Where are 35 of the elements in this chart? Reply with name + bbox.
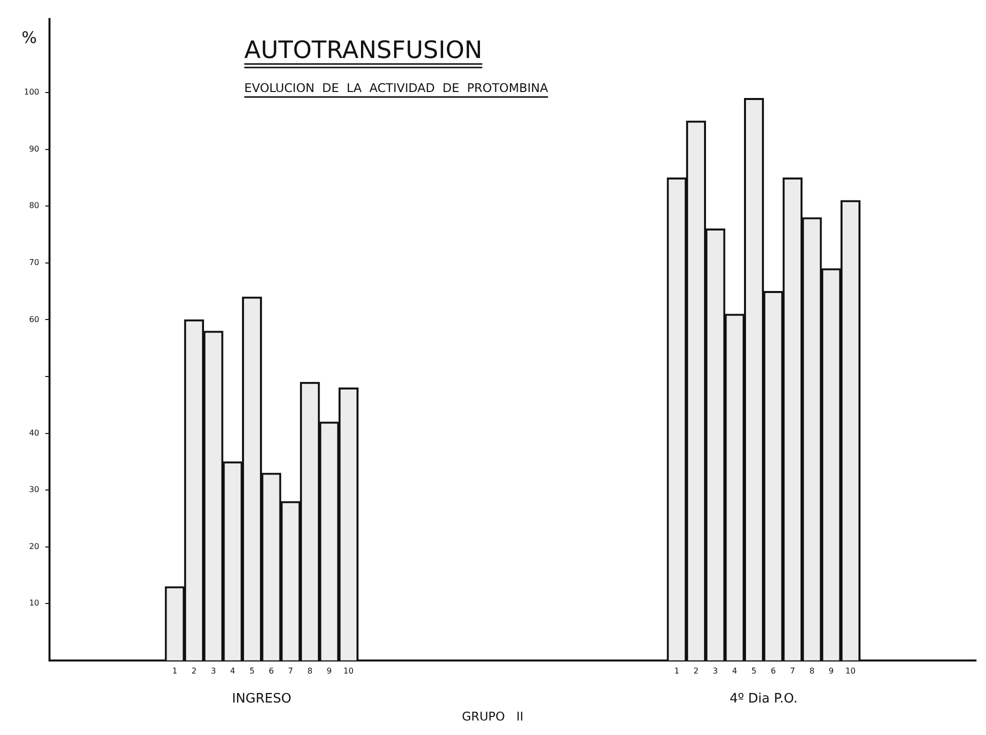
y-tick-label: 20 bbox=[29, 542, 40, 551]
y-tick-label: 60 bbox=[29, 314, 40, 324]
x-axis-title: GRUPO II bbox=[462, 709, 524, 724]
text: AUTOTRANSFUSION bbox=[244, 36, 482, 64]
x-tick-label: 7 bbox=[790, 666, 796, 676]
y-tick-label: 100 bbox=[24, 88, 40, 97]
x-tick-label: 4 bbox=[732, 666, 738, 676]
x-tick-label: 6 bbox=[770, 666, 776, 676]
x-tick-label: 4 bbox=[230, 666, 236, 676]
y-tick-label: 70 bbox=[29, 258, 40, 268]
x-tick-label: 3 bbox=[712, 666, 718, 676]
y-axis-title: % bbox=[22, 28, 37, 47]
x-tick-label: 5 bbox=[751, 666, 757, 676]
y-tick-label: 30 bbox=[29, 485, 40, 494]
x-tick-label: 3 bbox=[210, 666, 216, 676]
x-tick-label: 9 bbox=[828, 666, 834, 676]
x-tick-label: 1 bbox=[172, 666, 178, 676]
x-tick-label: 10 bbox=[845, 666, 856, 676]
y-tick-label: 90 bbox=[29, 144, 40, 154]
x-tick-label: 8 bbox=[809, 666, 814, 676]
text: EVOLUCION DE LA ACTIVIDAD DE PROTOMBINA bbox=[244, 81, 549, 95]
x-tick-label: 7 bbox=[288, 666, 294, 676]
x-tick-label: 1 bbox=[674, 666, 680, 676]
y-tick-label: 80 bbox=[29, 201, 40, 210]
y-tick-label: 10 bbox=[29, 598, 40, 608]
text: 4º Dia P.O. bbox=[730, 691, 798, 706]
x-tick-label: 9 bbox=[326, 666, 332, 676]
text: INGRESO bbox=[232, 691, 292, 706]
x-tick-label: 5 bbox=[249, 666, 255, 676]
y-tick-label: 40 bbox=[29, 428, 40, 438]
x-tick-label: 2 bbox=[694, 666, 699, 676]
x-tick-label: 6 bbox=[268, 666, 274, 676]
x-tick-label: 8 bbox=[307, 666, 312, 676]
x-tick-label: 10 bbox=[343, 666, 354, 676]
x-tick-label: 2 bbox=[192, 666, 197, 676]
